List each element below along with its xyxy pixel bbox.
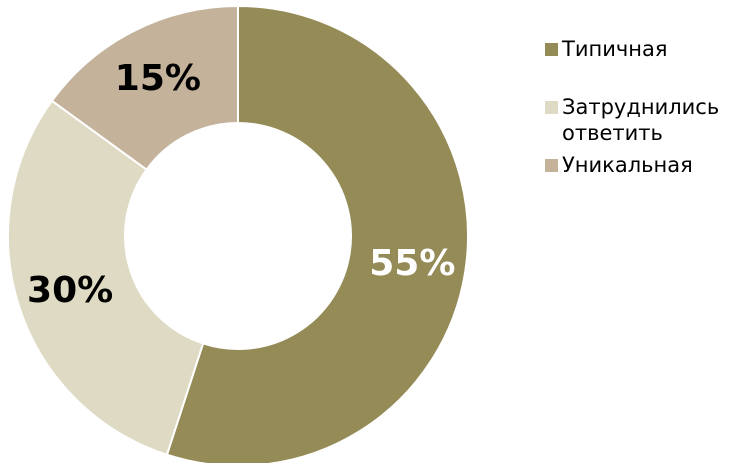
legend-item-unique: Уникальная [545, 152, 735, 178]
legend-swatch-unique [545, 159, 558, 172]
legend-item-typical: Типичная [545, 36, 735, 62]
legend-swatch-typical [545, 43, 558, 56]
legend-label-unique: Уникальная [562, 153, 693, 177]
legend-swatch-undecided [545, 101, 558, 114]
legend-item-undecided: Затруднились ответить [545, 94, 735, 146]
slice-labels: 55% 30% 15% [27, 58, 455, 311]
slice-unique [50, 4, 239, 171]
legend-label-typical: Типичная [562, 37, 668, 61]
legend-label-undecided: Затруднились ответить [562, 95, 720, 145]
donut-slices [7, 4, 469, 463]
chart-legend: Типичная Затруднились ответить Уникальна… [545, 36, 735, 178]
slice-typical [165, 4, 469, 463]
slice-label-unique: 15% [115, 58, 201, 99]
slice-label-undecided: 30% [27, 270, 113, 311]
slice-label-typical: 55% [369, 243, 455, 284]
slice-undecided [7, 99, 205, 457]
